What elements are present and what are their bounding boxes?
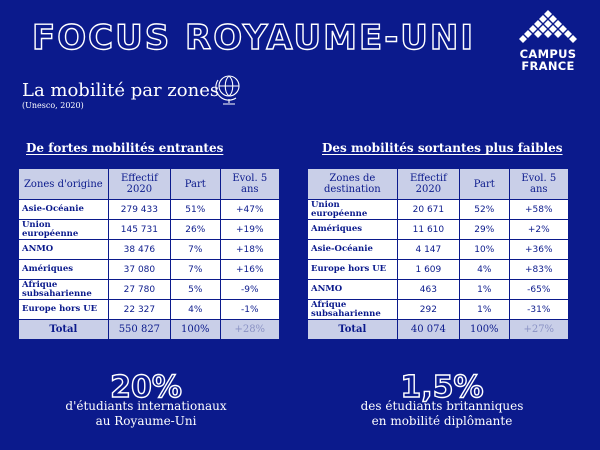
column-header: Evol. 5 ans bbox=[219, 168, 281, 200]
incoming-mobility-table: Zones d'origine Effectif 2020 Part Evol.… bbox=[18, 168, 281, 340]
effectif-cell: 11 610 bbox=[396, 219, 461, 240]
table-row: Union européenne 145 731 26% +19% bbox=[18, 219, 281, 240]
part-cell: 7% bbox=[170, 239, 221, 260]
evol-cell: +58% bbox=[508, 199, 570, 220]
table-row: Europe hors UE 22 327 4% -1% bbox=[18, 299, 281, 320]
zone-cell: Asie-Océanie bbox=[18, 199, 109, 220]
column-header: Part bbox=[170, 168, 221, 200]
logo-text-campus: CAMPUS bbox=[519, 47, 577, 61]
logo-text-france: FRANCE bbox=[521, 59, 575, 73]
evol-cell: +16% bbox=[219, 259, 281, 280]
total-part: 100% bbox=[170, 319, 221, 340]
total-part: 100% bbox=[459, 319, 510, 340]
zone-cell: Europe hors UE bbox=[307, 259, 398, 280]
table-row: Afrique subsaharienne 292 1% -31% bbox=[307, 299, 570, 320]
table-row: Asie-Océanie 4 147 10% +36% bbox=[307, 239, 570, 260]
evol-cell: -1% bbox=[219, 299, 281, 320]
right-caption-line2: en mobilité diplômante bbox=[371, 414, 513, 428]
part-cell: 10% bbox=[459, 239, 510, 260]
section-subtitle: La mobilité par zones bbox=[22, 80, 220, 101]
zone-cell: Union européenne bbox=[307, 199, 398, 220]
globe-icon bbox=[215, 75, 240, 105]
zone-cell: ANMO bbox=[18, 239, 109, 260]
effectif-cell: 4 147 bbox=[396, 239, 461, 260]
total-label: Total bbox=[18, 319, 109, 340]
effectif-cell: 37 080 bbox=[107, 259, 172, 280]
part-cell: 4% bbox=[459, 259, 510, 280]
evol-cell: -31% bbox=[508, 299, 570, 320]
zone-cell: Afrique subsaharienne bbox=[18, 279, 109, 300]
part-cell: 51% bbox=[170, 199, 221, 220]
zone-cell: Afrique subsaharienne bbox=[307, 299, 398, 320]
part-cell: 52% bbox=[459, 199, 510, 220]
column-header: Part bbox=[459, 168, 510, 200]
evol-cell: +2% bbox=[508, 219, 570, 240]
total-row: Total 40 074 100% +27% bbox=[307, 319, 570, 340]
effectif-cell: 1 609 bbox=[396, 259, 461, 280]
column-header: Effectif 2020 bbox=[396, 168, 461, 200]
left-section-heading: De fortes mobilités entrantes bbox=[26, 141, 224, 155]
table-row: Amériques 37 080 7% +16% bbox=[18, 259, 281, 280]
effectif-cell: 27 780 bbox=[107, 279, 172, 300]
column-header: Evol. 5 ans bbox=[508, 168, 570, 200]
evol-cell: -65% bbox=[508, 279, 570, 300]
column-header: Zones d'origine bbox=[18, 168, 109, 200]
part-cell: 4% bbox=[170, 299, 221, 320]
total-effectif: 40 074 bbox=[396, 319, 461, 340]
table-row: Amériques 11 610 29% +2% bbox=[307, 219, 570, 240]
zone-cell: Amériques bbox=[18, 259, 109, 280]
column-header: Effectif 2020 bbox=[107, 168, 172, 200]
outgoing-mobility-table: Zones de destination Effectif 2020 Part … bbox=[307, 168, 570, 340]
table-row: Union européenne 20 671 52% +58% bbox=[307, 199, 570, 220]
zone-cell: Amériques bbox=[307, 219, 398, 240]
effectif-cell: 22 327 bbox=[107, 299, 172, 320]
left-stat-caption: d'étudiants internationaux au Royaume-Un… bbox=[36, 399, 256, 429]
total-evol: +27% bbox=[508, 319, 570, 340]
left-caption-line1: d'étudiants internationaux bbox=[65, 399, 227, 413]
zone-cell: Union européenne bbox=[18, 219, 109, 240]
right-section-heading: Des mobilités sortantes plus faibles bbox=[322, 141, 563, 155]
effectif-cell: 38 476 bbox=[107, 239, 172, 260]
table-row: ANMO 38 476 7% +18% bbox=[18, 239, 281, 260]
part-cell: 26% bbox=[170, 219, 221, 240]
evol-cell: -9% bbox=[219, 279, 281, 300]
zone-cell: Europe hors UE bbox=[18, 299, 109, 320]
evol-cell: +18% bbox=[219, 239, 281, 260]
left-caption-line2: au Royaume-Uni bbox=[95, 414, 197, 428]
right-stat-caption: des étudiants britanniques en mobilité d… bbox=[332, 399, 552, 429]
right-big-stat: 1,5% bbox=[400, 369, 485, 405]
evol-cell: +19% bbox=[219, 219, 281, 240]
total-row: Total 550 827 100% +28% bbox=[18, 319, 281, 340]
part-cell: 7% bbox=[170, 259, 221, 280]
zone-cell: ANMO bbox=[307, 279, 398, 300]
effectif-cell: 145 731 bbox=[107, 219, 172, 240]
table-row: Afrique subsaharienne 27 780 5% -9% bbox=[18, 279, 281, 300]
effectif-cell: 292 bbox=[396, 299, 461, 320]
table-row: Europe hors UE 1 609 4% +83% bbox=[307, 259, 570, 280]
effectif-cell: 279 433 bbox=[107, 199, 172, 220]
effectif-cell: 463 bbox=[396, 279, 461, 300]
column-header: Zones de destination bbox=[307, 168, 398, 200]
table-row: ANMO 463 1% -65% bbox=[307, 279, 570, 300]
page-title: FOCUS ROYAUME-UNI bbox=[31, 17, 476, 58]
left-big-stat: 20% bbox=[109, 369, 182, 405]
effectif-cell: 20 671 bbox=[396, 199, 461, 220]
diamond-grid-icon bbox=[519, 10, 577, 43]
table-row: Asie-Océanie 279 433 51% +47% bbox=[18, 199, 281, 220]
evol-cell: +36% bbox=[508, 239, 570, 260]
evol-cell: +47% bbox=[219, 199, 281, 220]
part-cell: 1% bbox=[459, 279, 510, 300]
evol-cell: +83% bbox=[508, 259, 570, 280]
part-cell: 5% bbox=[170, 279, 221, 300]
total-label: Total bbox=[307, 319, 398, 340]
total-evol: +28% bbox=[219, 319, 281, 340]
zone-cell: Asie-Océanie bbox=[307, 239, 398, 260]
source-note: (Unesco, 2020) bbox=[22, 101, 84, 110]
part-cell: 29% bbox=[459, 219, 510, 240]
campus-france-logo: CAMPUS FRANCE bbox=[512, 10, 584, 72]
part-cell: 1% bbox=[459, 299, 510, 320]
total-effectif: 550 827 bbox=[107, 319, 172, 340]
right-caption-line1: des étudiants britanniques bbox=[360, 399, 524, 413]
